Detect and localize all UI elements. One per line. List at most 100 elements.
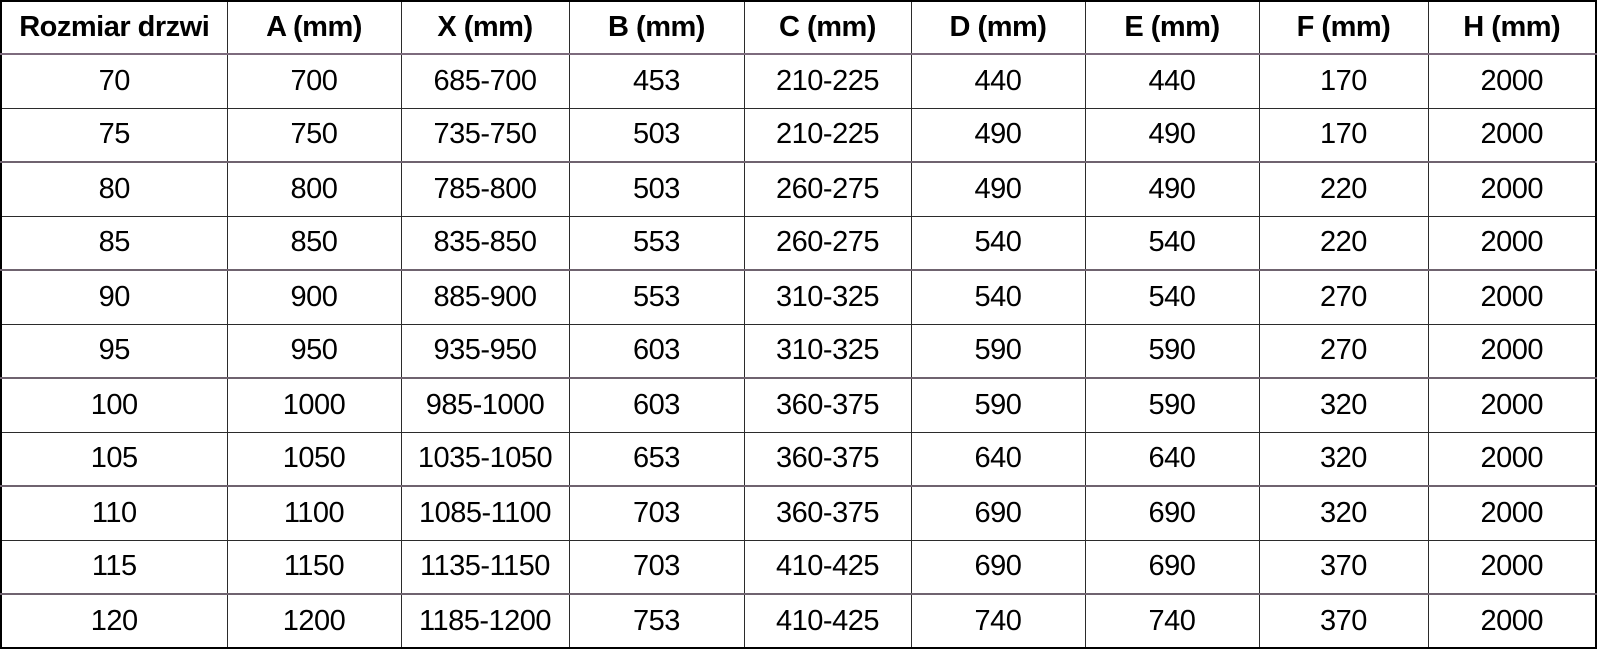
table-cell: 410-425 xyxy=(743,540,911,594)
table-cell: 503 xyxy=(568,108,744,162)
table-cell: 2000 xyxy=(1427,270,1596,324)
table-row: 75 750 735-750 503 210-225 490 490 170 2000 xyxy=(1,108,1596,162)
table-header: Rozmiar drzwi A (mm) X (mm) B (mm) C (mm) D (… xyxy=(1,1,1596,54)
header-cell: D (mm) xyxy=(910,1,1085,54)
table-cell: 440 xyxy=(1084,54,1259,108)
table-cell: 2000 xyxy=(1427,432,1596,486)
table-cell: 1035-1050 xyxy=(400,432,569,486)
table-row: 70 700 685-700 453 210-225 440 440 170 2000 xyxy=(1,54,1596,108)
header-cell: H (mm) xyxy=(1427,1,1596,54)
table-cell: 410-425 xyxy=(743,594,911,648)
table-cell: 1000 xyxy=(226,378,401,432)
table-cell: 490 xyxy=(910,108,1085,162)
header-cell: B (mm) xyxy=(568,1,744,54)
table-cell: 1085-1100 xyxy=(400,486,569,540)
table-cell: 540 xyxy=(910,216,1085,270)
table-cell: 490 xyxy=(1084,162,1259,216)
table-cell: 1185-1200 xyxy=(400,594,569,648)
table-cell: 700 xyxy=(226,54,401,108)
table-cell: 540 xyxy=(1084,216,1259,270)
table-cell: 260-275 xyxy=(743,162,911,216)
table-cell: 540 xyxy=(910,270,1085,324)
table-cell: 553 xyxy=(568,270,744,324)
table-cell: 590 xyxy=(1084,324,1259,378)
table-cell: 603 xyxy=(568,378,744,432)
table-cell: 1050 xyxy=(226,432,401,486)
table-cell: 75 xyxy=(98,118,131,151)
table-cell: 590 xyxy=(910,378,1085,432)
table-row: 90 900 885-900 553 310-325 540 540 270 2000 xyxy=(1,270,1596,324)
table-cell: 690 xyxy=(910,540,1085,594)
table-row: 110 1100 1085-1100 703 360-375 690 690 320 2000 xyxy=(1,486,1596,540)
header-cell: X (mm) xyxy=(400,1,569,54)
header-cell: F (mm) xyxy=(1258,1,1428,54)
table-cell: 885-900 xyxy=(400,270,569,324)
header-row: Rozmiar drzwi A (mm) X (mm) B (mm) C (mm) D (… xyxy=(1,1,1596,54)
table-cell: 453 xyxy=(568,54,744,108)
table-cell: 2000 xyxy=(1427,378,1596,432)
table-row: 80 800 785-800 503 260-275 490 490 220 2000 xyxy=(1,162,1596,216)
table-cell: 2000 xyxy=(1427,540,1596,594)
table-cell: 640 xyxy=(910,432,1085,486)
table-row: 115 1150 1135-1150 703 410-425 690 690 370 2000 xyxy=(1,540,1596,594)
table-cell: 735-750 xyxy=(400,108,569,162)
table-cell: 740 xyxy=(1084,594,1259,648)
table-cell: 685-700 xyxy=(400,54,569,108)
table-cell: 260-275 xyxy=(743,216,911,270)
header-cell: Rozmiar drzwi xyxy=(19,11,210,43)
table-cell: 320 xyxy=(1258,486,1428,540)
table-cell: 360-375 xyxy=(743,486,911,540)
table-cell: 440 xyxy=(910,54,1085,108)
table-cell: 1135-1150 xyxy=(400,540,569,594)
table-row: 85 850 835-850 553 260-275 540 540 220 2000 xyxy=(1,216,1596,270)
table-cell: 210-225 xyxy=(743,54,911,108)
table-cell: 553 xyxy=(568,216,744,270)
table-cell: 115 xyxy=(91,550,137,583)
table-cell: 370 xyxy=(1258,540,1428,594)
table-cell: 100 xyxy=(90,388,138,421)
table-cell: 750 xyxy=(226,108,401,162)
table-cell: 503 xyxy=(568,162,744,216)
table-cell: 2000 xyxy=(1427,108,1596,162)
table-cell: 70 xyxy=(98,64,131,97)
table-cell: 370 xyxy=(1258,594,1428,648)
table-cell: 935-950 xyxy=(400,324,569,378)
table-row: 120 1200 1185-1200 753 410-425 740 740 370 2000 xyxy=(1,594,1596,648)
table-cell: 540 xyxy=(1084,270,1259,324)
table-cell: 2000 xyxy=(1427,216,1596,270)
table-cell: 690 xyxy=(1084,486,1259,540)
table-cell: 653 xyxy=(568,432,744,486)
table-cell: 490 xyxy=(910,162,1085,216)
table-cell: 603 xyxy=(568,324,744,378)
table-cell: 2000 xyxy=(1427,324,1596,378)
table-cell: 1200 xyxy=(226,594,401,648)
table-cell: 80 xyxy=(98,172,131,205)
table-cell: 120 xyxy=(90,604,138,637)
table-cell: 105 xyxy=(90,442,138,475)
table-cell: 270 xyxy=(1258,270,1428,324)
table-cell: 703 xyxy=(568,540,744,594)
table-cell: 590 xyxy=(1084,378,1259,432)
table-cell: 210-225 xyxy=(743,108,911,162)
table-cell: 110 xyxy=(91,496,137,529)
table-row: 95 950 935-950 603 310-325 590 590 270 2000 xyxy=(1,324,1596,378)
table-cell: 2000 xyxy=(1427,486,1596,540)
table-cell: 170 xyxy=(1258,54,1428,108)
table-cell: 360-375 xyxy=(743,378,911,432)
table-cell: 900 xyxy=(226,270,401,324)
table-cell: 85 xyxy=(98,226,131,259)
table-row: 105 1050 1035-1050 653 360-375 640 640 320 2000 xyxy=(1,432,1596,486)
table-cell: 220 xyxy=(1258,216,1428,270)
table-cell: 270 xyxy=(1258,324,1428,378)
table-cell: 785-800 xyxy=(400,162,569,216)
table-row: 100 1000 985-1000 603 360-375 590 590 320 2000 xyxy=(1,378,1596,432)
table-cell: 640 xyxy=(1084,432,1259,486)
table-cell: 95 xyxy=(98,334,131,367)
table-cell: 320 xyxy=(1258,378,1428,432)
table-cell: 800 xyxy=(226,162,401,216)
table-cell: 690 xyxy=(1084,540,1259,594)
table-cell: 170 xyxy=(1258,108,1428,162)
table-cell: 90 xyxy=(98,280,131,313)
